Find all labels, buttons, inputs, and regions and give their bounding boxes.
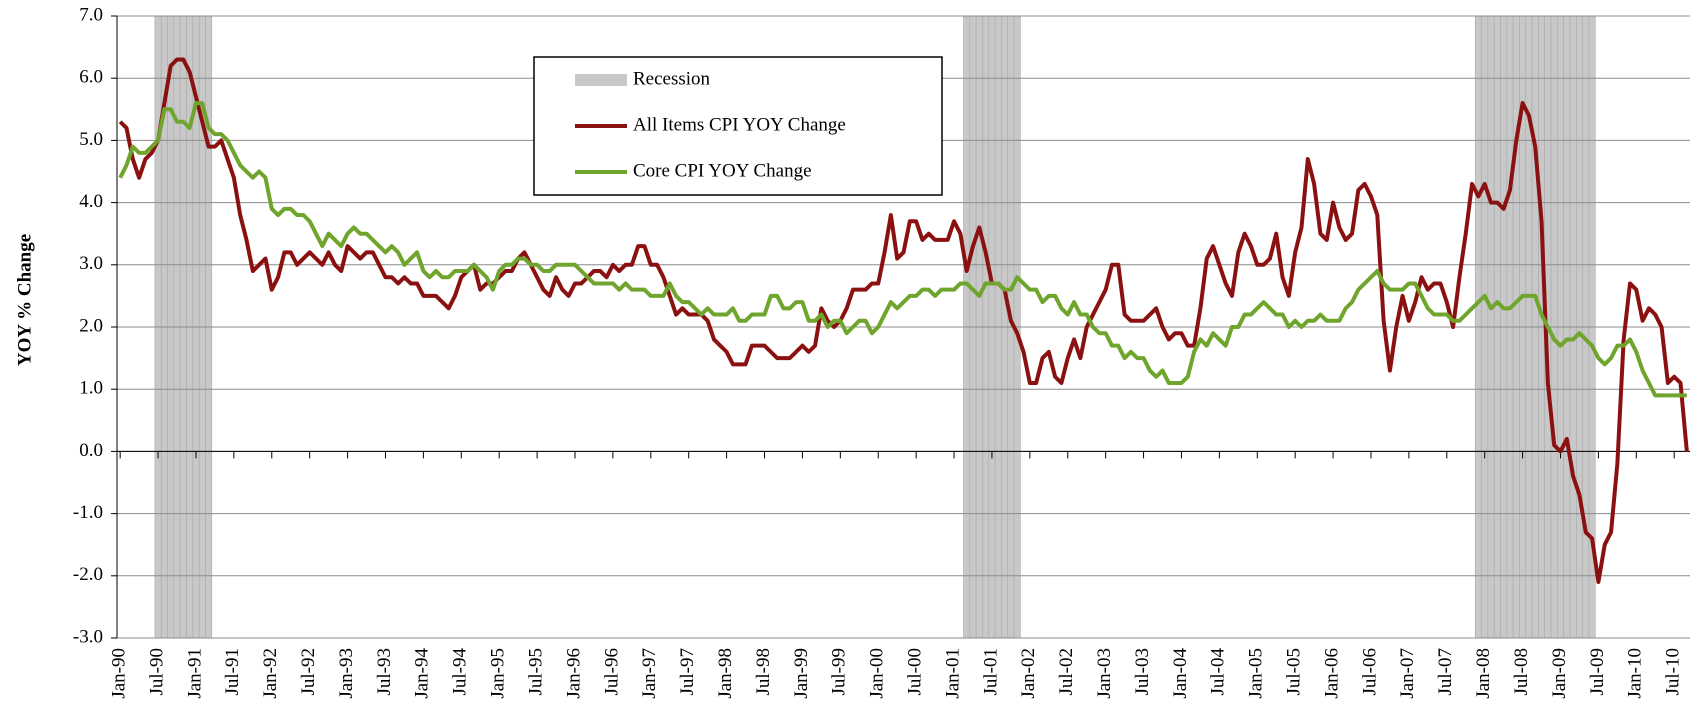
x-tick-label: Jan-90	[109, 648, 130, 699]
x-tick-label: Jan-07	[1397, 648, 1418, 699]
x-tick-label: Jan-08	[1473, 648, 1494, 699]
y-tick-label: 3.0	[79, 253, 103, 274]
x-tick-label: Jul-95	[525, 648, 546, 696]
x-tick-label: Jan-04	[1170, 648, 1191, 699]
x-tick-label: Jan-93	[336, 648, 357, 699]
y-tick-label: 6.0	[79, 67, 103, 88]
y-axis-label: YOY % Change	[14, 234, 35, 366]
x-tick-label: Jul-10	[1663, 648, 1684, 696]
x-tick-label: Jul-90	[146, 648, 167, 696]
y-tick-label: 1.0	[79, 378, 103, 399]
x-tick-label: Jul-08	[1511, 648, 1532, 696]
x-tick-label: Jan-02	[1018, 648, 1039, 699]
legend-label: All Items CPI YOY Change	[633, 114, 846, 135]
y-tick-label: 5.0	[79, 129, 103, 150]
x-tick-label: Jan-98	[715, 648, 736, 699]
x-tick-label: Jan-01	[942, 648, 963, 699]
legend-swatch	[575, 74, 627, 86]
x-tick-label: Jan-05	[1246, 648, 1267, 699]
x-tick-label: Jan-92	[260, 648, 281, 699]
x-tick-label: Jul-02	[1056, 648, 1077, 696]
y-tick-label: -1.0	[73, 502, 103, 523]
x-tick-label: Jul-91	[222, 648, 243, 696]
y-tick-label: -2.0	[73, 564, 103, 585]
legend: Recession All Items CPI YOY Change Core …	[533, 56, 943, 196]
x-tick-label: Jul-03	[1132, 648, 1153, 696]
x-tick-label: Jul-09	[1587, 648, 1608, 696]
x-tick-label: Jul-07	[1435, 648, 1456, 696]
y-tick-label: 4.0	[79, 191, 103, 212]
x-tick-label: Jul-96	[601, 648, 622, 696]
x-tick-label: Jul-01	[980, 648, 1001, 696]
series-line	[118, 57, 1689, 585]
x-tick-label: Jul-97	[677, 648, 698, 696]
x-tick-label: Jan-97	[639, 648, 660, 699]
x-tick-label: Jul-05	[1284, 648, 1305, 696]
x-tick-label: Jan-00	[867, 648, 888, 699]
y-tick-label: 7.0	[79, 4, 103, 25]
x-tick-label: Jul-94	[450, 648, 471, 696]
x-tick-label: Jul-04	[1208, 648, 1229, 696]
y-tick-label: 0.0	[79, 440, 103, 461]
x-tick-label: Jan-03	[1094, 648, 1115, 699]
y-tick-label: -3.0	[73, 626, 103, 647]
series-line	[118, 101, 1687, 398]
y-tick-label: 2.0	[79, 315, 103, 336]
x-tick-label: Jul-93	[374, 648, 395, 696]
x-tick-label: Jan-96	[563, 648, 584, 699]
x-tick-label: Jul-00	[904, 648, 925, 696]
x-tick-label: Jul-98	[753, 648, 774, 696]
legend-label: Core CPI YOY Change	[633, 160, 812, 181]
x-tick-label: Jan-10	[1625, 648, 1646, 699]
x-tick-label: Jul-92	[298, 648, 319, 696]
x-tick-label: Jan-09	[1549, 648, 1570, 699]
x-tick-label: Jul-06	[1359, 648, 1380, 696]
x-tick-label: Jan-99	[791, 648, 812, 699]
x-tick-label: Jan-94	[412, 648, 433, 699]
x-tick-label: Jan-91	[184, 648, 205, 699]
legend-label: Recession	[633, 68, 711, 89]
x-tick-label: Jan-06	[1321, 648, 1342, 699]
x-tick-label: Jul-99	[829, 648, 850, 696]
x-tick-label: Jan-95	[488, 648, 509, 699]
